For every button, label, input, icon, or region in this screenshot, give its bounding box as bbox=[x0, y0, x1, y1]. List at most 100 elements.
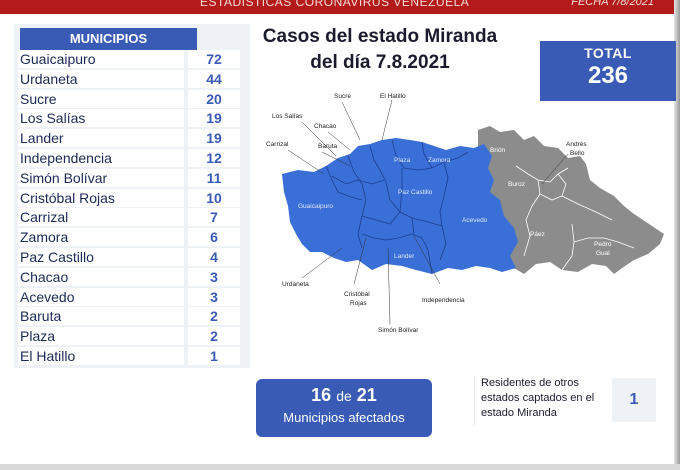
table-row: Chacao 3 bbox=[14, 267, 250, 288]
municipio-name: Sucre bbox=[18, 89, 184, 108]
date-label: FECHA 7/8/2021 bbox=[571, 0, 654, 8]
municipio-count: 10 bbox=[188, 188, 240, 207]
map-label-andres-bello-2: Bello bbox=[570, 150, 585, 157]
municipio-name: Paz Castillo bbox=[18, 247, 184, 266]
municipio-count: 20 bbox=[188, 89, 240, 108]
map-label-zamora: Zamora bbox=[428, 157, 451, 164]
map-label-simon-bolivar: Simón Bolívar bbox=[378, 327, 419, 334]
map-label-paez: Páez bbox=[530, 231, 545, 238]
municipios-header: MUNICIPIOS bbox=[20, 28, 197, 50]
map-label-andres-bello-1: Andrés bbox=[566, 141, 587, 148]
map-label-carrizal: Carrizal bbox=[266, 141, 289, 148]
municipios-panel: MUNICIPIOS Guaicaipuro 72 Urdaneta 44 Sucre 2… bbox=[14, 24, 250, 368]
top-bar: ESTADÍSTICAS CORONAVIRUS VENEZUELA FECHA… bbox=[0, 0, 680, 14]
table-row: Independencia 12 bbox=[14, 148, 250, 169]
map-label-sucre: Sucre bbox=[334, 93, 351, 100]
municipio-name: Chacao bbox=[18, 267, 184, 286]
map-region-unaffected bbox=[478, 126, 664, 274]
total-value: 236 bbox=[587, 62, 629, 89]
map-leader-lines bbox=[287, 99, 569, 325]
municipio-count: 12 bbox=[188, 148, 240, 167]
municipio-count: 3 bbox=[188, 287, 240, 306]
affected-count: 16 bbox=[311, 385, 332, 405]
table-row: Guaicaipuro 72 bbox=[14, 50, 250, 70]
map-label-baruta: Baruta bbox=[318, 143, 338, 150]
municipio-count: 19 bbox=[188, 109, 240, 128]
municipio-count: 2 bbox=[188, 307, 240, 326]
map-label-cristobal-rojas-1: Cristóbal bbox=[344, 291, 370, 298]
title-line-1: Casos del estado Miranda bbox=[262, 26, 498, 47]
table-row: Urdaneta 44 bbox=[14, 69, 250, 90]
municipios-list: Guaicaipuro 72 Urdaneta 44 Sucre 20 Los Salías… bbox=[14, 50, 250, 367]
map-label-brion: Brión bbox=[490, 147, 506, 154]
affected-label: Municipios afectados bbox=[283, 410, 405, 425]
map-label-independencia: Independencia bbox=[422, 297, 465, 304]
municipio-name: Independencia bbox=[18, 148, 184, 167]
map-label-el-hatillo: El Hatillo bbox=[380, 93, 406, 100]
municipio-count: 2 bbox=[188, 327, 240, 346]
municipio-name: Zamora bbox=[18, 228, 184, 247]
map-label-chacao: Chacao bbox=[314, 123, 337, 130]
municipio-name: Los Salías bbox=[18, 109, 184, 128]
table-row: Sucre 20 bbox=[14, 89, 250, 110]
map-label-urdaneta: Urdaneta bbox=[282, 281, 309, 288]
municipio-name: Baruta bbox=[18, 307, 184, 326]
map-label-pedro-gual-1: Pedro bbox=[594, 241, 612, 248]
municipio-name: Lander bbox=[18, 129, 184, 148]
table-row: Plaza 2 bbox=[14, 327, 250, 347]
table-row: Cristóbal Rojas 10 bbox=[14, 188, 250, 209]
municipio-name: Carrizal bbox=[18, 208, 184, 227]
table-row: Zamora 6 bbox=[14, 228, 250, 248]
municipio-count: 11 bbox=[188, 168, 240, 187]
municipio-name: Plaza bbox=[18, 327, 184, 346]
municipio-count: 19 bbox=[188, 129, 240, 148]
total-box: TOTAL 236 bbox=[540, 41, 676, 101]
map-borders-gray bbox=[515, 165, 635, 271]
title-line-2: del día 7.8.2021 bbox=[310, 52, 450, 73]
map-label-lander: Lander bbox=[394, 253, 415, 260]
table-row: Carrizal 7 bbox=[14, 208, 250, 228]
page-title: Casos del estado Miranda del día 7.8.202… bbox=[250, 24, 510, 76]
right-edge bbox=[674, 0, 680, 470]
map-region-affected bbox=[282, 138, 518, 274]
map-label-acevedo: Acevedo bbox=[462, 217, 488, 224]
affected-connector: de bbox=[336, 388, 352, 404]
municipio-name: Acevedo bbox=[18, 287, 184, 306]
map-label-pedro-gual-2: Gual bbox=[596, 250, 610, 257]
map-label-los-salias: Los Salías bbox=[272, 113, 303, 120]
map-label-guaicaipuro: Guaicaipuro bbox=[298, 203, 333, 210]
table-row: Acevedo 3 bbox=[14, 287, 250, 308]
municipio-count: 6 bbox=[188, 228, 240, 247]
municipio-count: 44 bbox=[188, 69, 240, 88]
affected-total: 21 bbox=[356, 385, 377, 405]
affected-box: 16 de 21 Municipios afectados bbox=[256, 379, 432, 437]
table-row: Paz Castillo 4 bbox=[14, 247, 250, 268]
affected-count-line: 16 de 21 bbox=[256, 385, 432, 406]
municipio-name: El Hatillo bbox=[18, 346, 184, 365]
municipio-name: Urdaneta bbox=[18, 69, 184, 88]
municipio-count: 72 bbox=[188, 50, 240, 68]
table-row: El Hatillo 1 bbox=[14, 346, 250, 367]
municipio-count: 4 bbox=[188, 247, 240, 266]
table-row: Lander 19 bbox=[14, 129, 250, 149]
municipio-count: 7 bbox=[188, 208, 240, 227]
map-label-buroz: Buroz bbox=[508, 181, 525, 188]
map-label-plaza: Plaza bbox=[394, 157, 411, 164]
municipio-name: Guaicaipuro bbox=[18, 50, 184, 68]
stats-label: ESTADÍSTICAS CORONAVIRUS VENEZUELA bbox=[200, 0, 470, 9]
map-borders bbox=[325, 139, 469, 275]
municipio-count: 3 bbox=[188, 267, 240, 286]
residents-count: 1 bbox=[612, 378, 656, 422]
map-label-paz-castillo: Paz Castillo bbox=[398, 189, 433, 196]
municipio-name: Cristóbal Rojas bbox=[18, 188, 184, 207]
municipio-count: 1 bbox=[188, 346, 240, 365]
map-label-cristobal-rojas-2: Rojas bbox=[350, 300, 367, 307]
residents-text: Residentes de otros estados captados en … bbox=[474, 376, 610, 426]
table-row: Baruta 2 bbox=[14, 307, 250, 327]
total-label: TOTAL bbox=[584, 45, 632, 61]
bottom-edge bbox=[0, 464, 680, 470]
miranda-map: Sucre El Hatillo Los Salías Chacao Carrizal B… bbox=[266, 93, 664, 334]
municipio-name: Simón Bolívar bbox=[18, 168, 184, 187]
table-row: Los Salías 19 bbox=[14, 109, 250, 129]
table-row: Simón Bolívar 11 bbox=[14, 168, 250, 189]
